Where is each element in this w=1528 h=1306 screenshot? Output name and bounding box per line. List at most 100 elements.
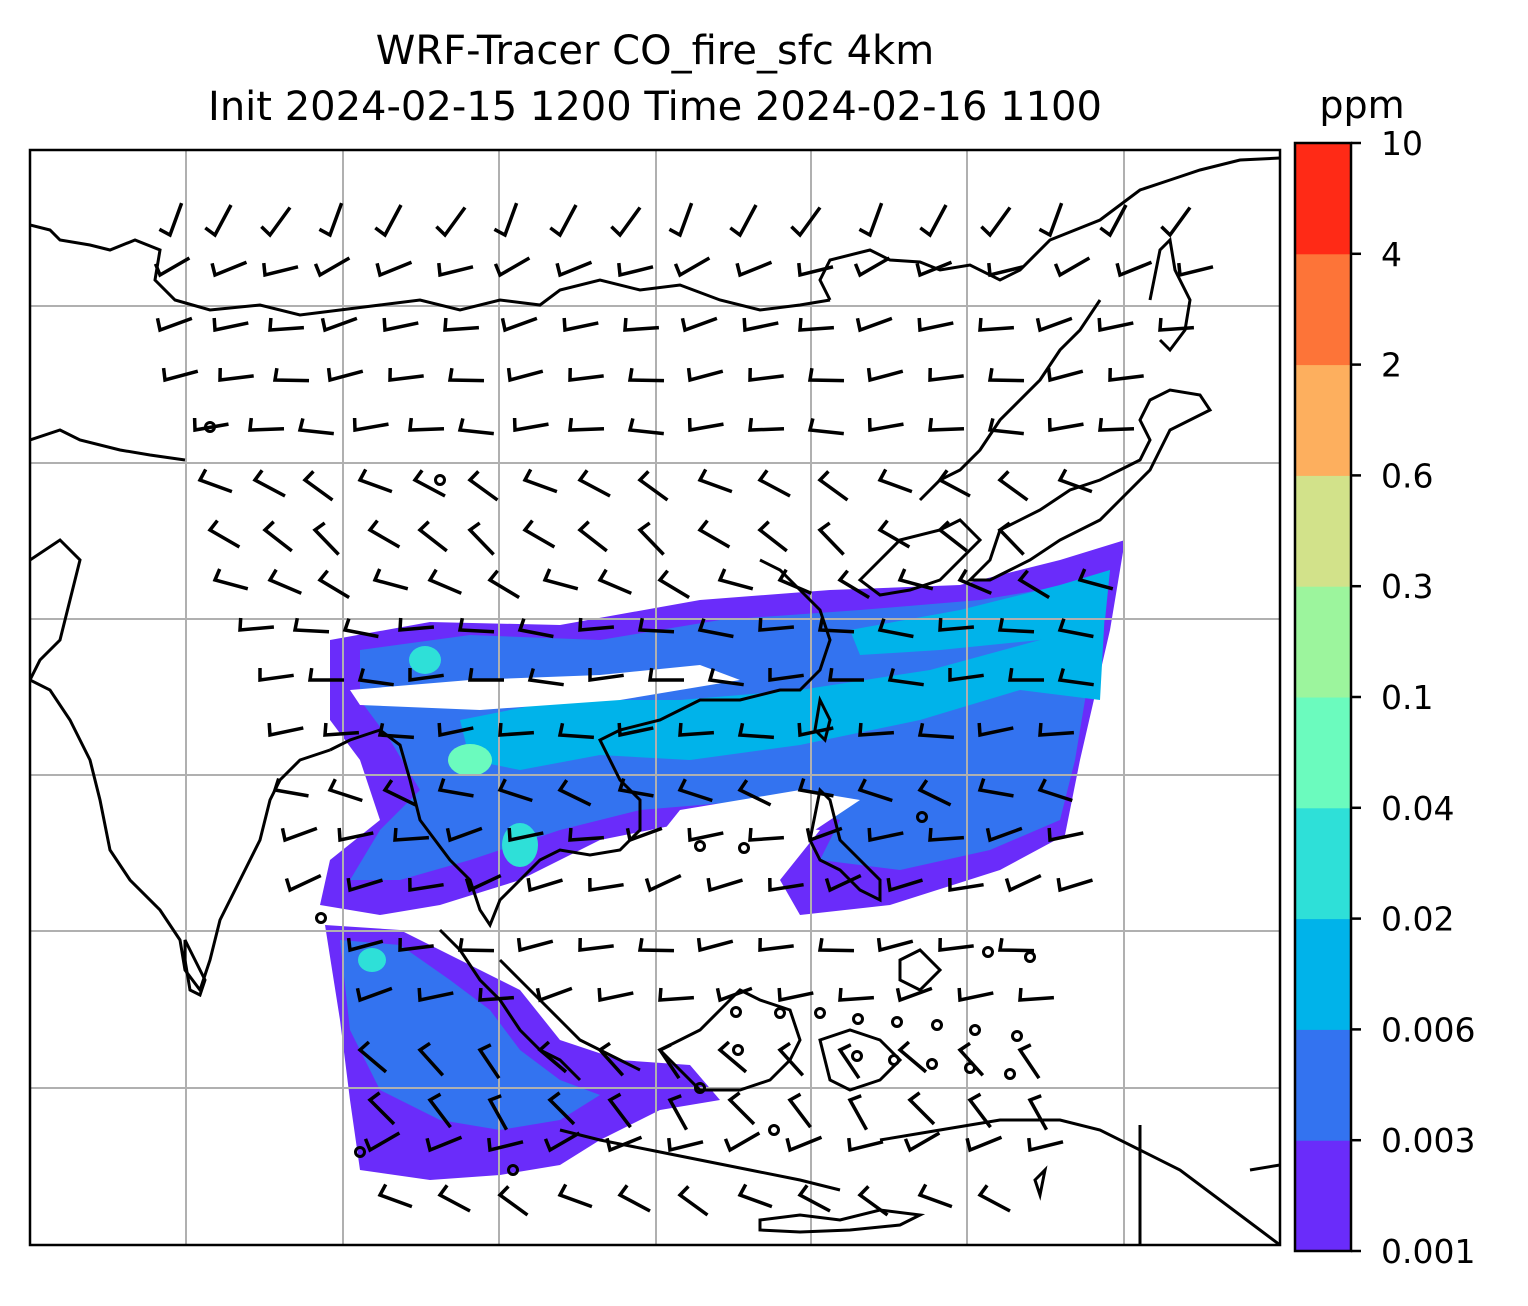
wind-barb xyxy=(377,722,415,740)
calm-marker xyxy=(931,1019,943,1031)
wind-barb xyxy=(706,877,744,893)
wind-barb xyxy=(320,316,358,333)
wind-barb xyxy=(748,417,785,432)
wind-barb xyxy=(824,874,862,893)
wind-barb xyxy=(557,1183,593,1209)
wind-barb xyxy=(1057,618,1094,639)
wind-barb xyxy=(827,667,864,682)
wind-barb xyxy=(837,569,871,599)
wind-barb xyxy=(1035,316,1073,333)
wind-barb xyxy=(938,617,975,632)
wind-barb xyxy=(978,317,1015,332)
colorbar-tick-label: 0.006 xyxy=(1381,1010,1475,1049)
colorbar-tick-label: 0.003 xyxy=(1381,1121,1475,1160)
wind-barb xyxy=(847,1094,869,1131)
wind-barb xyxy=(686,367,724,383)
wind-barb xyxy=(346,877,384,893)
colorbar: 0.001 0.003 0.006 0.02 0.04 0.1 0.3 0.6 2 4 10 ppm xyxy=(1293,83,1475,1271)
colorbar-tick-label: 0.6 xyxy=(1381,456,1433,495)
wind-barb xyxy=(737,722,775,740)
wind-barb xyxy=(375,260,413,278)
wind-barb xyxy=(337,827,374,843)
wind-barb xyxy=(597,1041,625,1077)
wind-barb xyxy=(557,779,592,807)
wind-barb xyxy=(644,874,682,893)
wind-barb xyxy=(697,519,731,549)
tracer-hotspot-4 xyxy=(358,948,386,972)
calm-marker xyxy=(434,474,446,486)
wind-barb xyxy=(487,1137,524,1153)
wind-barb xyxy=(262,520,293,553)
wind-barb xyxy=(412,469,446,498)
wind-barb xyxy=(497,1185,529,1217)
wind-barb xyxy=(805,826,843,843)
wind-barb xyxy=(252,469,286,498)
wind-barb xyxy=(346,937,384,953)
wind-barb xyxy=(210,260,248,278)
wind-barb xyxy=(957,568,992,595)
wind-barb xyxy=(757,469,791,498)
wind-barb xyxy=(777,568,812,595)
wind-barb xyxy=(597,987,634,1003)
calm-marker xyxy=(982,946,994,958)
wind-barb xyxy=(777,1041,805,1077)
colorbar-tick-label: 0.02 xyxy=(1381,900,1454,939)
wind-barb xyxy=(858,202,884,238)
wind-barb xyxy=(1077,568,1114,591)
wind-barb xyxy=(678,722,715,737)
wind-barb xyxy=(937,469,971,498)
map-plot-area xyxy=(30,150,1280,1245)
wind-barb xyxy=(658,987,695,1002)
wind-barb xyxy=(326,367,364,383)
wind-barb xyxy=(578,937,614,952)
wind-barb xyxy=(1099,204,1128,238)
wind-barb xyxy=(785,1135,823,1153)
wind-barb xyxy=(493,202,519,238)
wind-barb xyxy=(1047,827,1084,843)
colorbar-segment xyxy=(1295,364,1351,476)
wind-barb xyxy=(697,618,734,639)
calm-marker xyxy=(694,1082,706,1094)
wind-barb xyxy=(312,521,340,556)
wind-barb xyxy=(443,317,480,332)
wind-barb xyxy=(977,778,1014,798)
wind-barb xyxy=(737,779,772,807)
calm-marker xyxy=(768,1124,780,1136)
wind-barb xyxy=(437,1184,471,1213)
wind-barb xyxy=(522,519,556,549)
wind-barb xyxy=(1038,202,1064,238)
wind-barb xyxy=(797,722,834,738)
wind-barb xyxy=(542,568,579,591)
wind-barb xyxy=(537,1040,568,1074)
wind-barb xyxy=(555,260,593,278)
wind-barb xyxy=(667,1137,704,1153)
wind-barb xyxy=(204,204,233,238)
wind-barb xyxy=(500,316,538,333)
wind-barb xyxy=(917,722,955,740)
colorbar-tick-label: 2 xyxy=(1381,346,1402,385)
colorbar-tick-label: 0.001 xyxy=(1381,1232,1475,1271)
wind-barb xyxy=(623,317,660,332)
wind-barb xyxy=(437,262,474,278)
wind-barb xyxy=(549,204,578,238)
wind-barb xyxy=(1038,722,1075,737)
wind-barb xyxy=(408,877,444,893)
calm-marker xyxy=(204,421,216,433)
wind-barb xyxy=(398,937,434,952)
wind-barb xyxy=(562,317,599,333)
wind-barb xyxy=(238,617,275,632)
wind-barb xyxy=(1004,874,1042,893)
wind-barb xyxy=(897,1040,928,1074)
wind-barb xyxy=(522,468,558,494)
wind-barb xyxy=(877,618,914,639)
wind-barb xyxy=(607,1092,632,1129)
wind-barb xyxy=(997,617,1035,634)
wind-barb xyxy=(377,1183,413,1209)
wind-barb xyxy=(737,1183,773,1209)
wind-barb xyxy=(707,668,744,687)
wind-barb xyxy=(487,1094,509,1131)
map-frame xyxy=(28,148,1282,1247)
wind-barb xyxy=(817,470,849,502)
wind-barb xyxy=(797,262,834,278)
wind-barb xyxy=(497,778,533,803)
